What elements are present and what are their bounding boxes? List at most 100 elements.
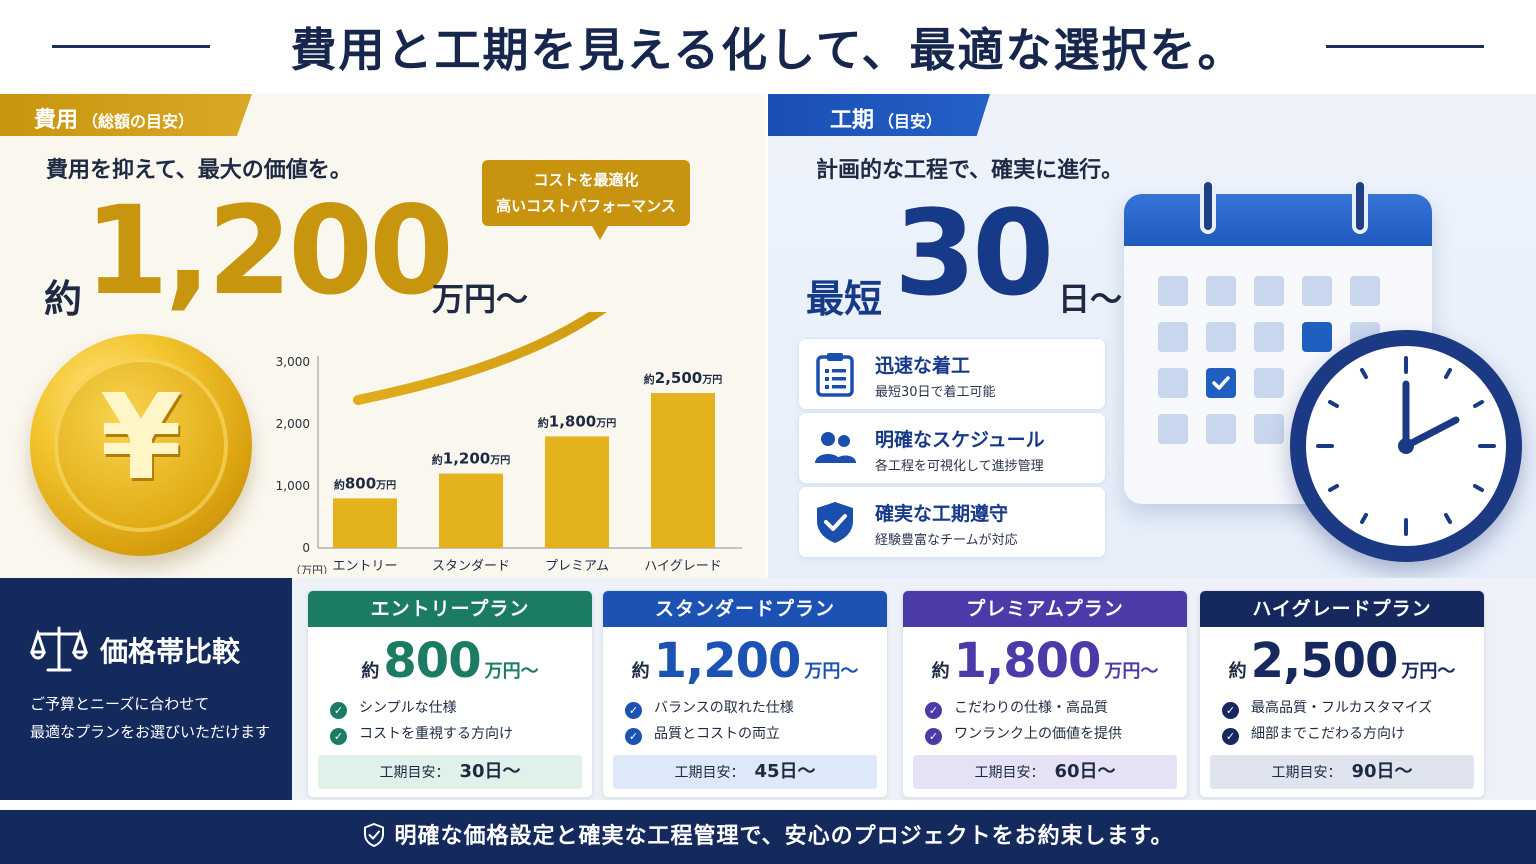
- feature-card-clear-schedule: 明確なスケジュール 各工程を可視化して進捗管理: [798, 412, 1106, 484]
- feature-card-deadline: 確実な工期遵守 経験豊富なチームが対応: [798, 486, 1106, 558]
- cost-subhead: 費用を抑えて、最大の価値を。: [46, 158, 352, 183]
- compare-desc-line-1: ご予算とニーズに合わせて: [30, 695, 210, 713]
- plan-price: 約800 万円～: [308, 633, 592, 689]
- calendar-cell: [1302, 276, 1332, 306]
- schedule-tab-label: 工期: [830, 108, 875, 133]
- plan-card-highgrade[interactable]: ハイグレードプラン 約2,500 万円～ ✓ 最高品質・フルカスタマイズ ✓ 細部まで…: [1199, 590, 1485, 798]
- feature-desc: 経験豊富なチームが対応: [875, 533, 1018, 548]
- y-tick-label: 0: [302, 541, 310, 555]
- plan-feature: ✓ 細部までこだわる方向け: [1222, 723, 1405, 745]
- x-category-label: スタンダード: [432, 559, 510, 574]
- plan-approx: 約: [361, 661, 380, 682]
- feature-desc: 最短30日で着工可能: [875, 385, 996, 400]
- y-unit-label: （万円）: [290, 564, 334, 574]
- schedule-panel: 工期 （目安） 計画的な工程で、確実に進行。 最短 30 日～ 迅速な着工 最短3…: [768, 94, 1536, 578]
- calendar-cell: [1158, 414, 1188, 444]
- plan-price: 約1,800 万円～: [903, 633, 1187, 689]
- plan-term-value: 90日～: [1351, 761, 1413, 782]
- plan-price-unit: 万円～: [804, 661, 859, 682]
- cost-tab: 費用 （総額の目安）: [0, 94, 252, 136]
- calendar-cell: [1254, 414, 1284, 444]
- y-tick-label: 2,000: [276, 417, 310, 431]
- feature-card-quick-start: 迅速な着工 最短30日で着工可能: [798, 338, 1106, 410]
- calendar-body: [1124, 194, 1432, 504]
- schedule-subhead: 計画的な工程で、確実に進行。: [816, 158, 1124, 183]
- calendar-cell: [1254, 276, 1284, 306]
- calendar-header: [1124, 194, 1432, 246]
- scale-icon: [30, 626, 88, 672]
- section-gap: [0, 800, 1536, 810]
- plan-price-unit: 万円～: [1104, 661, 1159, 682]
- calendar-cell: [1206, 414, 1236, 444]
- plan-price-unit: 万円～: [484, 661, 539, 682]
- chart-bar: [651, 393, 715, 548]
- calendar-cell: [1158, 368, 1188, 398]
- cost-panel: 費用 （総額の目安） 費用を抑えて、最大の価値を。 約 1,200 万円～ コスト…: [0, 94, 766, 578]
- check-icon: ✓: [1222, 728, 1239, 745]
- feature-desc: 各工程を可視化して進捗管理: [875, 459, 1044, 474]
- plan-feature: ✓ 品質とコストの両立: [625, 723, 780, 745]
- y-tick-label: 1,000: [276, 479, 310, 493]
- calendar-cell: [1158, 276, 1188, 306]
- bar-data-label: 約2,500万円: [644, 369, 722, 387]
- plan-price: 約2,500 万円～: [1200, 633, 1484, 689]
- clipboard-icon: [816, 353, 854, 397]
- footer-text: 明確な価格設定と確実な工程管理で、安心のプロジェクトをお約束します。: [394, 824, 1174, 849]
- plan-price: 約1,200 万円～: [603, 633, 887, 689]
- plan-term: 工期目安： 90日～: [1210, 755, 1474, 789]
- plan-approx: 約: [931, 661, 950, 682]
- calendar-cell: [1254, 368, 1284, 398]
- plan-approx: 約: [631, 661, 650, 682]
- check-icon: ✓: [330, 728, 347, 745]
- plan-feature-text: こだわりの仕様・高品質: [954, 700, 1108, 716]
- plan-price-value: 1,800: [953, 633, 1102, 689]
- calendar-cell: [1206, 322, 1236, 352]
- plan-card-entry[interactable]: エントリープラン 約800 万円～ ✓ シンプルな仕様 ✓ コストを重視する方向け 工…: [307, 590, 593, 798]
- calendar-cell: [1350, 276, 1380, 306]
- schedule-unit: 日～: [1058, 280, 1123, 318]
- cost-unit: 万円～: [432, 280, 529, 318]
- check-icon: ✓: [625, 702, 642, 719]
- chart-bar: [333, 498, 397, 548]
- plan-feature: ✓ こだわりの仕様・高品質: [925, 697, 1108, 719]
- plan-term-label: 工期目安：: [974, 765, 1045, 781]
- cost-approx: 約: [44, 277, 83, 321]
- plan-feature: ✓ シンプルな仕様: [330, 697, 457, 719]
- plan-term-label: 工期目安：: [379, 765, 450, 781]
- plan-term-value: 45日～: [754, 761, 816, 782]
- calendar-cell-highlight: [1302, 322, 1332, 352]
- calendar-check-icon: [1206, 368, 1236, 398]
- plan-price-value: 2,500: [1250, 633, 1399, 689]
- check-icon: ✓: [330, 702, 347, 719]
- calendar-cell: [1254, 322, 1284, 352]
- plan-card-standard[interactable]: スタンダードプラン 約1,200 万円～ ✓ バランスの取れた仕様 ✓ 品質とコストの…: [602, 590, 888, 798]
- x-category-label: プレミアム: [545, 559, 609, 574]
- y-tick-label: 3,000: [276, 355, 310, 369]
- schedule-tab-sub: （目安）: [878, 112, 943, 131]
- page-title: 費用と工期を見える化して、最適な選択を。: [290, 23, 1246, 77]
- calendar-cell: [1206, 276, 1236, 306]
- callout-line-1: コストを最適化: [533, 171, 639, 189]
- check-icon: ✓: [625, 728, 642, 745]
- header-rule-left: [52, 45, 210, 48]
- plan-approx: 約: [1228, 661, 1247, 682]
- schedule-tab: 工期 （目安）: [768, 94, 990, 136]
- shield-check-icon: [817, 502, 853, 543]
- bar-data-label: 約1,800万円: [538, 412, 616, 430]
- calendar-cell: [1158, 322, 1188, 352]
- plan-term: 工期目安： 60日～: [913, 755, 1177, 789]
- schedule-prefix: 最短: [806, 277, 883, 321]
- plan-feature-text: 最高品質・フルカスタマイズ: [1251, 700, 1433, 716]
- plan-feature-text: バランスの取れた仕様: [654, 700, 794, 716]
- compare-intro: 価格帯比較 ご予算とニーズに合わせて 最適なプランをお選びいただけます: [0, 578, 292, 800]
- yen-coin-icon: ¥: [30, 334, 252, 556]
- plan-feature-text: コストを重視する方向け: [359, 726, 513, 742]
- plan-price-value: 800: [383, 633, 481, 689]
- coin-inner: ¥: [54, 358, 228, 532]
- plan-feature-text: 品質とコストの両立: [654, 726, 780, 742]
- check-icon: ✓: [1222, 702, 1239, 719]
- feature-title: 確実な工期遵守: [875, 503, 1009, 525]
- plan-feature: ✓ バランスの取れた仕様: [625, 697, 794, 719]
- plan-term: 工期目安： 45日～: [613, 755, 877, 789]
- plan-card-premium[interactable]: プレミアムプラン 約1,800 万円～ ✓ こだわりの仕様・高品質 ✓ ワンランク上の…: [902, 590, 1188, 798]
